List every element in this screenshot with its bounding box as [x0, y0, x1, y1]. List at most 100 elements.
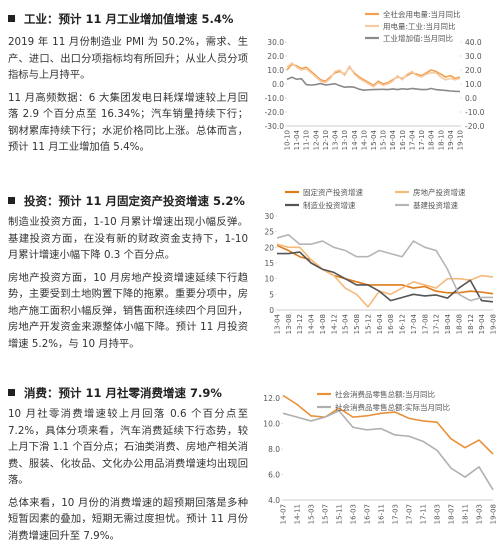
section-text: 10 月社零消费增速较上月回落 0.6 个百分点至 7.2%，具体分项来看，汽车…: [8, 406, 248, 550]
section-title: 工业：预计 11 月工业增加值增速 5.4%: [8, 11, 233, 27]
x-tick-label: 16-03: [350, 504, 358, 524]
chart: -30.0 -20.0 -10.0 0.0 10.0 20.0 30.0 -20.0 -10.0…: [265, 9, 485, 150]
bullet: [8, 15, 15, 22]
title-text: 投资：预计 11 月固定资产投资增速 5.2%: [24, 194, 245, 208]
y-tick-label: 20.0: [267, 52, 284, 61]
x-tick-label: 11-10: [303, 130, 311, 150]
x-tick-label: 10-10: [284, 130, 292, 150]
y2-tick-label: -10.0: [465, 108, 485, 117]
legend-label: 用电量:工业:当月同比: [383, 21, 456, 31]
x-tick-label: 12-10: [322, 130, 330, 150]
x-tick-label: 13-04: [274, 313, 282, 334]
title-text: 消费：预计 11 月社零消费增速 7.9%: [24, 386, 222, 400]
bullet: [8, 389, 15, 396]
legend-label: 社会消费品零售总额:实际当月同比: [335, 402, 451, 412]
series-line: [276, 234, 493, 302]
paragraph: 11 月高频数据：6 大集团发电日耗煤增速较上月回落 2.9 个百分点至 16.…: [8, 91, 248, 154]
y-tick-label: 30: [264, 212, 274, 221]
x-tick-label: 13-10: [341, 130, 349, 150]
legend-label: 基建投资增速: [413, 200, 458, 210]
x-tick-label: 15-12: [364, 314, 372, 334]
x-tick-label: 16-10: [399, 130, 407, 150]
title-text: 工业：预计 11 月工业增加值增速 5.4%: [24, 12, 234, 26]
x-tick-label: 14-12: [330, 314, 338, 334]
legend-label: 全社会用电量:当月同比: [383, 9, 461, 19]
bullet: [8, 197, 15, 204]
x-tick-label: 19-03: [476, 504, 484, 524]
legend-label: 制造业投资增速: [303, 200, 356, 210]
y-tick-label: 6.0: [268, 471, 280, 480]
x-tick-label: 17-11: [420, 504, 428, 524]
y-tick-label: 12.0: [263, 394, 280, 403]
x-tick-label: 14-04: [351, 129, 359, 150]
y-tick-label: 30.0: [267, 38, 284, 47]
paragraph: 总体来看，10 月份的消费增速的超预期回落是多种短暂因素的叠加，短期无需过度担忧…: [8, 496, 248, 542]
x-tick-label: 17-12: [433, 314, 441, 334]
x-tick-label: 19-08: [490, 314, 498, 334]
chart: 4.0 6.0 8.0 10.0 12.0 14-07 14-11 15-03 15-07 15-…: [263, 389, 498, 524]
x-tick-label: 14-10: [360, 130, 368, 150]
series-line: [276, 243, 494, 308]
x-tick-label: 15-04: [342, 313, 350, 334]
x-tick-label: 18-11: [462, 504, 470, 524]
x-tick-label: 16-04: [376, 313, 384, 334]
section-title: 投资：预计 11 月固定资产投资增速 5.2%: [8, 193, 245, 209]
y-tick-label: 10.0: [267, 66, 284, 75]
y-tick-label: 15: [264, 259, 274, 268]
x-tick-label: 14-07: [280, 504, 288, 524]
x-tick-label: 17-10: [418, 130, 426, 150]
legend-label: 固定资产投资增速: [303, 187, 363, 197]
x-tick-label: 18-03: [434, 504, 442, 524]
x-tick-label: 17-04: [410, 313, 418, 334]
x-tick-label: 19-04: [478, 313, 486, 334]
y-tick-label: -30.0: [265, 122, 285, 131]
x-tick-label: 18-04: [444, 313, 452, 334]
section-text: 2019 年 11 月份制造业 PMI 为 50.2%，需求、生产、进口、出口分…: [8, 34, 248, 162]
y2-tick-label: -20.0: [465, 122, 485, 131]
y2-tick-label: 40.0: [465, 38, 482, 47]
y-tick-label: 25: [264, 228, 274, 237]
x-tick-label: 16-08: [387, 314, 395, 334]
y-tick-label: 10: [264, 275, 274, 284]
chart: 0 5 10 15 20 25 30 13-04 13-08 13-12 14-04 14-08 14-…: [264, 187, 498, 334]
x-tick-label: 18-08: [455, 314, 463, 334]
legend-label: 工业增加值:当月同比: [383, 33, 454, 43]
series-line: [286, 63, 461, 87]
x-tick-label: 17-07: [406, 504, 414, 524]
x-tick-label: 19-10: [457, 130, 465, 150]
paragraph: 制造业投资方面，1-10 月累计增速出现小幅反弹。基建投资方面，在没有新的财政资…: [8, 216, 248, 261]
x-tick-label: 12-04: [312, 129, 320, 150]
legend-label: 社会消费品零售总额:当月同比: [335, 389, 436, 399]
y2-tick-label: 10.0: [465, 80, 482, 89]
y-tick-label: 8.0: [268, 445, 280, 454]
y-tick-label: -10.0: [265, 94, 285, 103]
paragraph: 房地产投资方面，10 月房地产投资增速延续下行趋势，主要受到土地购置下降的拖累。…: [8, 271, 248, 350]
x-tick-label: 15-07: [322, 504, 330, 524]
y2-tick-label: 0.0: [465, 94, 477, 103]
x-tick-label: 18-10: [437, 130, 445, 150]
x-tick-label: 14-08: [319, 314, 327, 334]
x-tick-label: 15-08: [353, 314, 361, 334]
x-tick-label: 15-03: [308, 504, 316, 524]
y-tick-label: 0.0: [272, 80, 284, 89]
y-tick-label: 0: [269, 306, 274, 315]
x-tick-label: 18-07: [448, 504, 456, 524]
x-tick-label: 16-12: [399, 314, 407, 334]
y-tick-label: 10.0: [263, 420, 280, 429]
paragraph: 2019 年 11 月份制造业 PMI 为 50.2%，需求、生产、进口、出口分…: [8, 36, 248, 81]
y-tick-label: 20: [264, 243, 274, 252]
x-tick-label: 19-04: [447, 129, 455, 150]
x-tick-label: 13-12: [296, 314, 304, 334]
x-tick-label: 17-04: [408, 129, 416, 150]
x-tick-label: 11-04: [293, 129, 301, 150]
x-tick-label: 15-10: [380, 130, 388, 150]
y2-tick-label: 20.0: [465, 66, 482, 75]
x-tick-label: 15-04: [370, 129, 378, 150]
paragraph: 10 月社零消费增速较上月回落 0.6 个百分点至 7.2%，具体分项来看，汽车…: [8, 408, 248, 486]
x-tick-label: 14-04: [308, 313, 316, 334]
x-tick-label: 18-12: [467, 314, 475, 334]
x-tick-label: 18-04: [428, 129, 436, 150]
y-tick-label: -20.0: [265, 108, 285, 117]
x-tick-label: 19-08: [490, 504, 498, 524]
series-line: [282, 409, 494, 491]
